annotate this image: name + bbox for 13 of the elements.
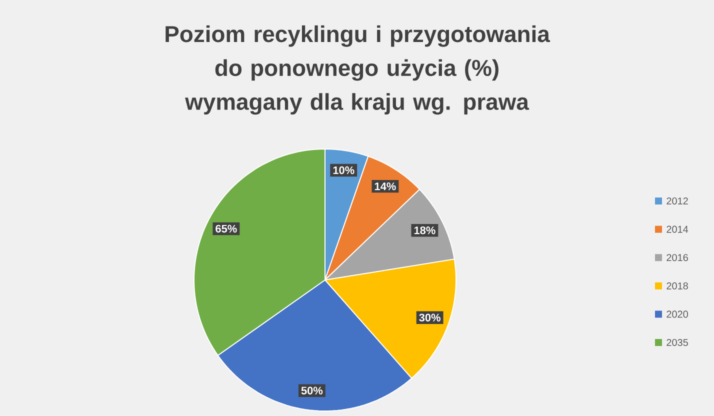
legend-label: 2016 [666, 254, 688, 262]
legend-label: 2014 [666, 226, 688, 233]
legend-label: 2020 [666, 310, 688, 318]
data-label: 30% [419, 314, 440, 322]
legend-label: 2035 [666, 338, 688, 346]
data-label: 14% [374, 182, 396, 190]
chart-title: Poziom recyklingu i przygotowania do ponownego użycia (%) wymagany dla kraju wg. prawa [166, 25, 550, 115]
data-label: 65% [216, 224, 237, 233]
data-label: 10% [333, 166, 354, 174]
legend-label: 2012 [666, 197, 688, 205]
data-label: 50% [301, 386, 323, 394]
legend-label: 2018 [666, 282, 688, 290]
data-label: 18% [414, 226, 436, 234]
